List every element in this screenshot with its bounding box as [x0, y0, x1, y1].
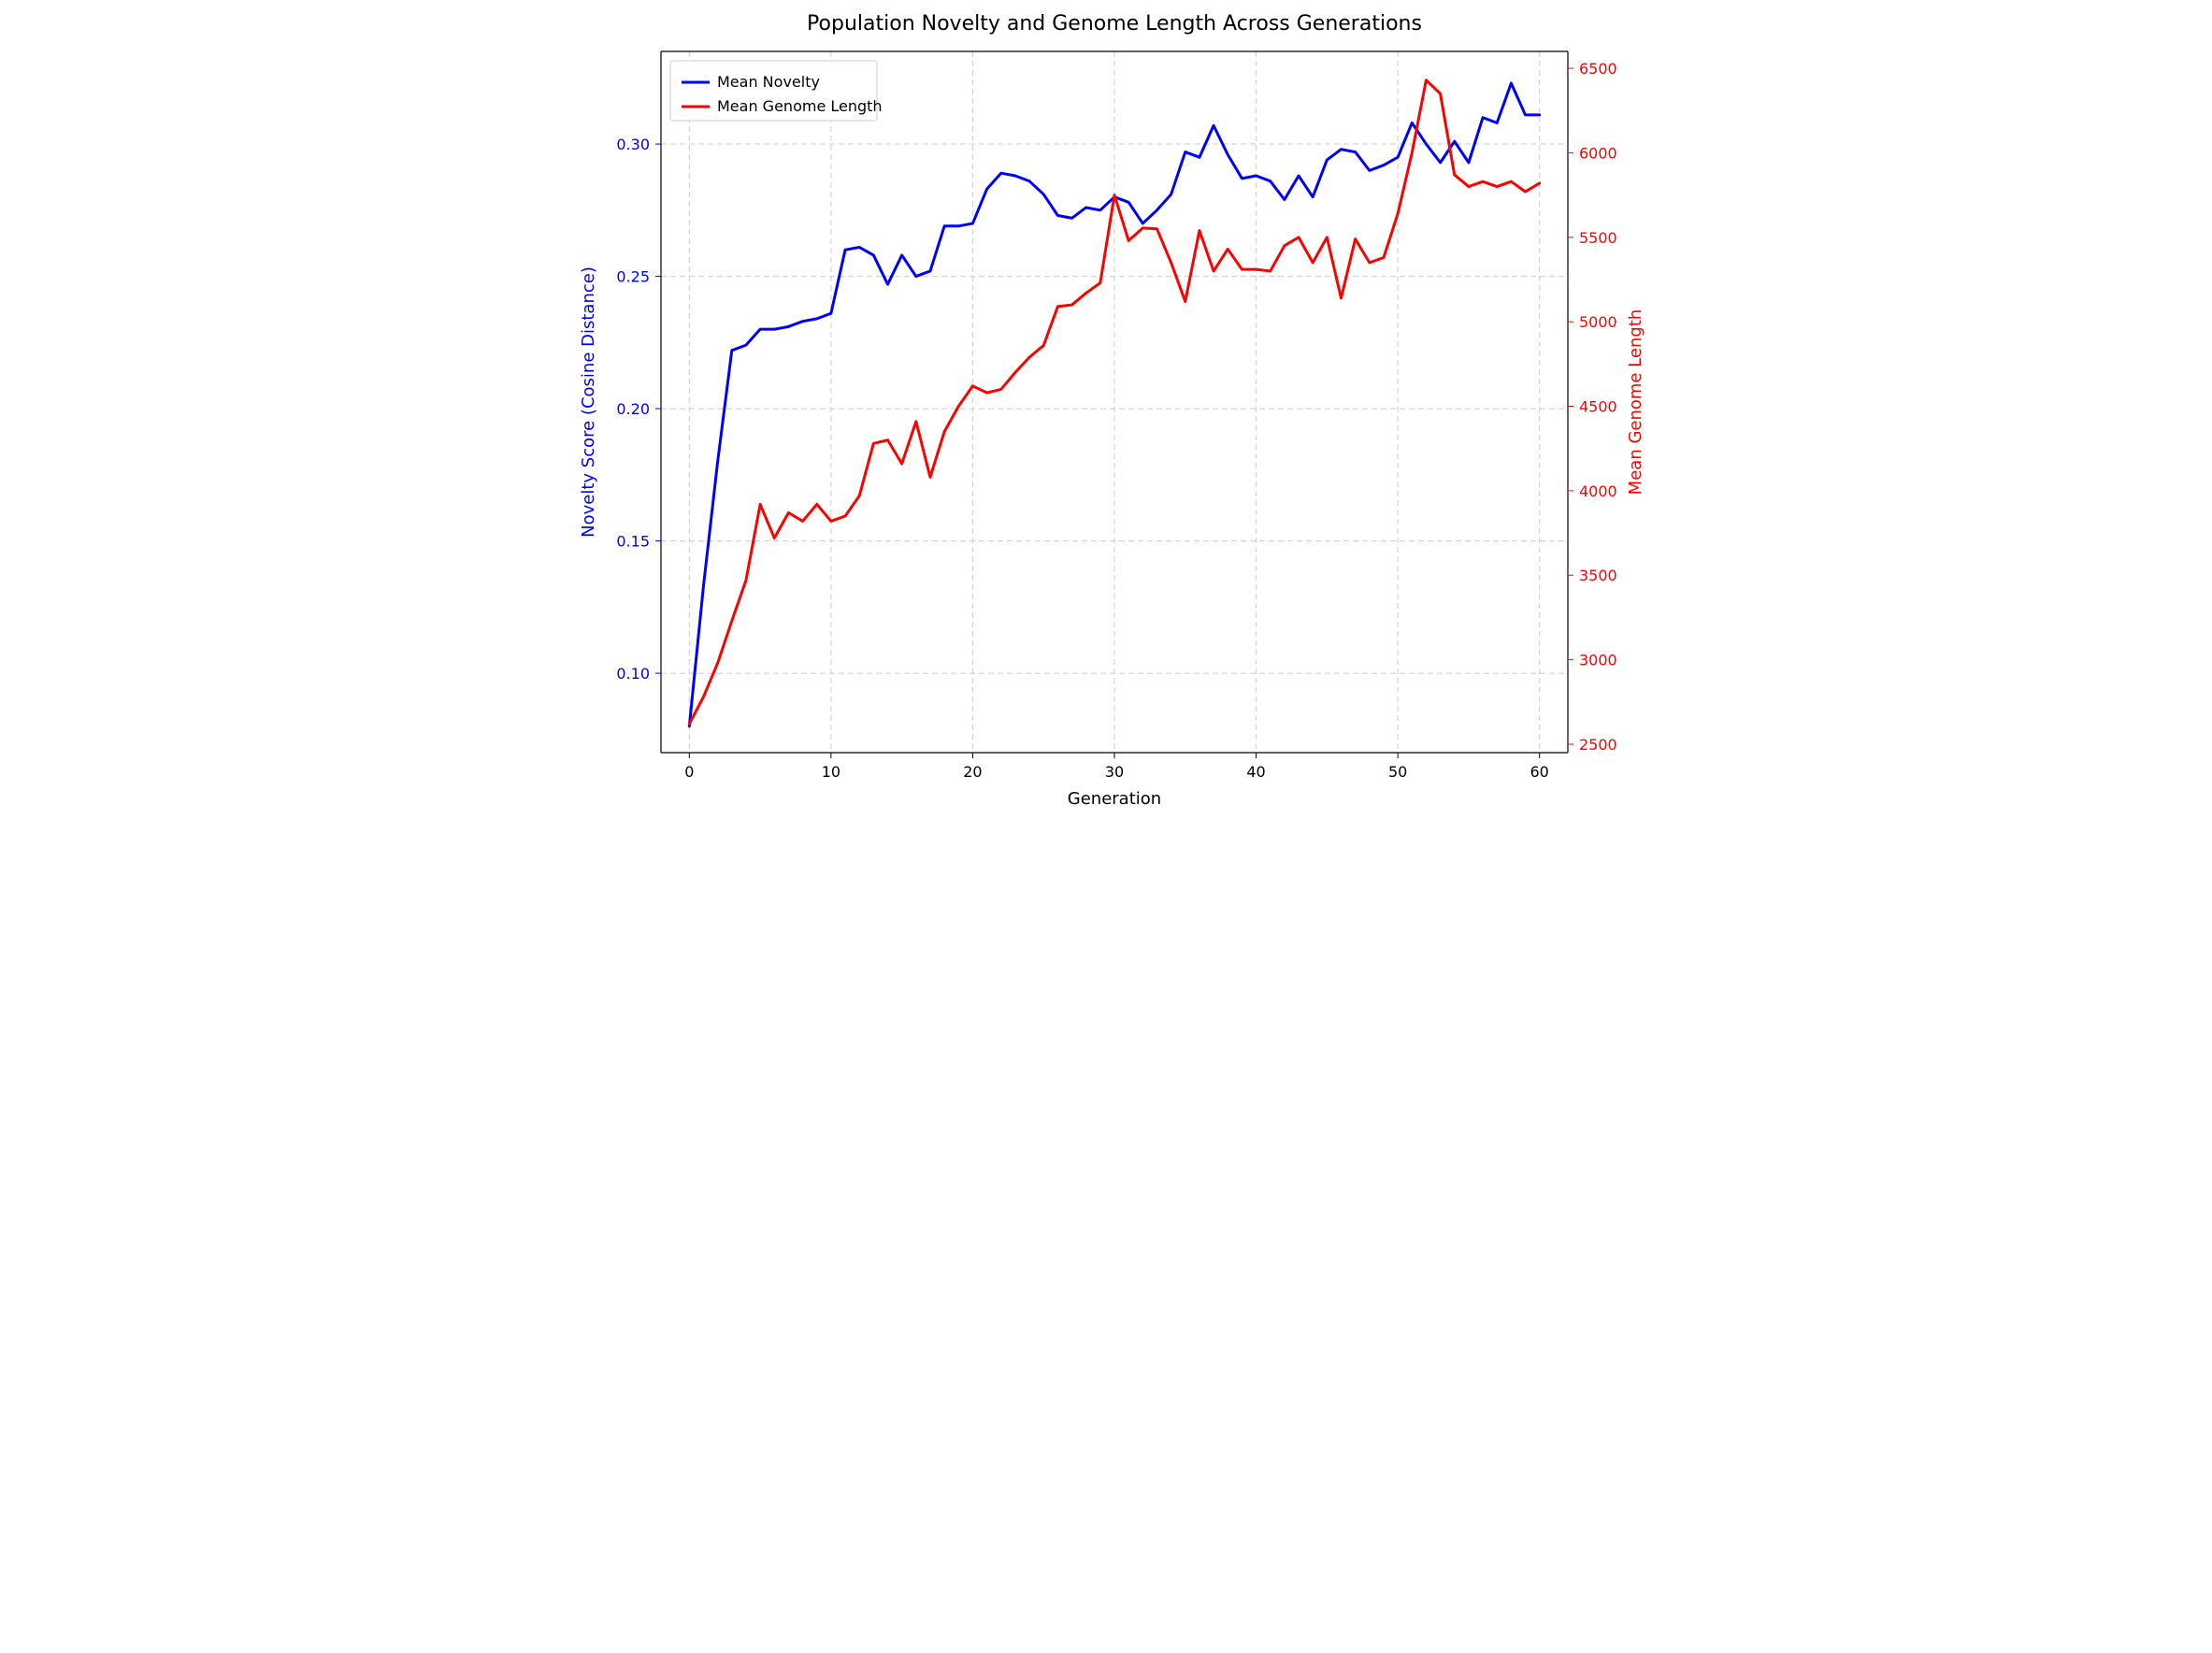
x-tick-label: 10	[821, 763, 840, 781]
dual-axis-line-chart: 0 10 20 30 40 50 60 0.10 0.15 0.20 0.25 0.30 2500 300…	[553, 0, 1659, 826]
y2-tick-label: 4500	[1579, 398, 1617, 416]
y2-tick-label: 6500	[1579, 60, 1617, 78]
y2-tick-label: 3500	[1579, 567, 1617, 584]
x-tick-label: 20	[963, 763, 982, 781]
legend: Mean Novelty Mean Genome Length	[670, 61, 883, 121]
x-tick-label: 50	[1387, 763, 1406, 781]
y2-tick-label: 2500	[1579, 736, 1617, 754]
x-axis-label: Generation	[1067, 789, 1160, 809]
legend-label: Mean Genome Length	[717, 97, 883, 115]
y1-tick-label: 0.20	[616, 400, 650, 418]
chart-title: Population Novelty and Genome Length Acr…	[807, 12, 1422, 36]
y2-tick-label: 3000	[1579, 652, 1617, 669]
y1-axis-label: Novelty Score (Cosine Distance)	[579, 266, 598, 538]
y2-tick-label: 6000	[1579, 144, 1617, 162]
y2-tick-label: 4000	[1579, 482, 1617, 500]
x-tick-label: 30	[1104, 763, 1123, 781]
x-tick-label: 40	[1246, 763, 1265, 781]
y2-tick-label: 5500	[1579, 229, 1617, 247]
y1-tick-label: 0.15	[616, 533, 650, 551]
y2-axis-label: Mean Genome Length	[1626, 309, 1645, 496]
y2-tick-label: 5000	[1579, 313, 1617, 331]
legend-label: Mean Novelty	[717, 73, 820, 91]
y1-tick-label: 0.25	[616, 268, 650, 286]
x-tick-label: 0	[684, 763, 694, 781]
y1-tick-label: 0.30	[616, 136, 650, 153]
chart-container: 0 10 20 30 40 50 60 0.10 0.15 0.20 0.25 0.30 2500 300…	[553, 0, 1659, 826]
y1-tick-label: 0.10	[616, 665, 650, 683]
x-tick-label: 60	[1530, 763, 1548, 781]
